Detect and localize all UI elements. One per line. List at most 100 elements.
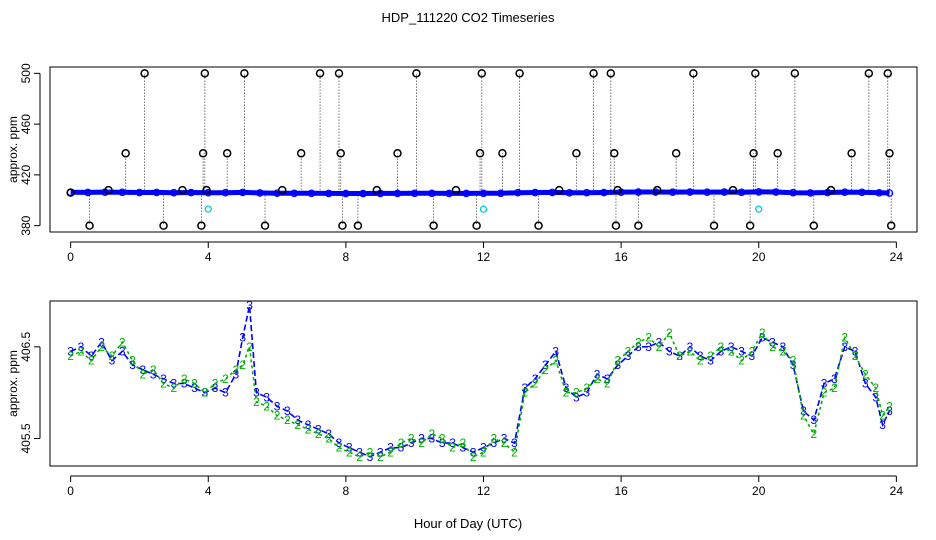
filtered-point (703, 188, 711, 196)
raw-point (475, 149, 485, 158)
series-marker-3: 3 (810, 413, 817, 427)
filtered-point (634, 188, 643, 196)
raw-point (296, 149, 306, 158)
series-marker-2: 2 (429, 427, 436, 441)
series-marker-2: 2 (119, 335, 126, 349)
series-marker-3: 3 (635, 340, 642, 354)
filtered-point (393, 189, 402, 198)
raw-point (689, 69, 698, 78)
x-tick-label: 0 (67, 250, 74, 264)
raw-point (773, 149, 782, 158)
raw-point (200, 69, 210, 78)
filtered-point (152, 188, 161, 197)
series-marker-2: 2 (449, 441, 456, 455)
filtered-point (531, 188, 539, 197)
y-tick-label: 406.5 (19, 331, 33, 361)
series-marker-3: 3 (408, 436, 415, 450)
x-tick-label: 4 (205, 484, 212, 498)
filtered-point (307, 189, 316, 198)
series-marker-2: 2 (666, 326, 673, 340)
raw-point (197, 221, 206, 230)
series-marker-3: 3 (738, 344, 745, 358)
filtered-point (875, 188, 883, 197)
series-marker-2: 2 (728, 344, 735, 358)
x-tick-label: 4 (205, 250, 212, 264)
series-marker-3: 3 (687, 340, 694, 354)
series-marker-2: 2 (676, 349, 683, 363)
raw-point (826, 185, 836, 195)
series-marker-3: 3 (490, 436, 497, 450)
series-marker-2: 2 (439, 432, 446, 446)
raw-point (609, 149, 619, 158)
y-axis-title: approx. ppm (6, 350, 20, 417)
filtered-point (885, 189, 894, 197)
series-marker-3: 3 (129, 358, 136, 372)
raw-point (202, 185, 211, 195)
series-marker-3: 3 (563, 381, 570, 395)
series-marker-2: 2 (88, 354, 95, 368)
series-marker-3: 3 (305, 418, 312, 432)
raw-point (372, 185, 382, 195)
series-marker-3: 3 (872, 390, 879, 404)
series-marker-3: 3 (246, 299, 253, 313)
raw-point (847, 149, 856, 158)
series-marker-2: 2 (707, 349, 714, 363)
raw-point (728, 185, 738, 195)
series-marker-2: 2 (879, 409, 886, 423)
series-marker-3: 3 (284, 404, 291, 418)
filtered-point (462, 189, 471, 198)
filtered-point (84, 188, 92, 197)
series-marker-2: 2 (346, 445, 353, 459)
series-marker-3: 3 (253, 386, 260, 400)
filtered-point (496, 189, 505, 198)
raw-points (66, 69, 896, 230)
raw-point (477, 69, 487, 78)
series-marker-3: 3 (398, 441, 405, 455)
filtered-point (428, 189, 436, 198)
series-marker-2: 2 (831, 381, 838, 395)
filtered-point (789, 188, 797, 197)
series-marker-2: 2 (501, 436, 508, 450)
filtered-point (135, 188, 144, 197)
series-marker-2: 2 (738, 354, 745, 368)
series-marker-2: 2 (284, 413, 291, 427)
filtered-point (238, 188, 247, 197)
series-marker-3: 3 (676, 349, 683, 363)
series-marker-3: 3 (625, 349, 632, 363)
series-marker-2: 2 (232, 363, 239, 377)
series-marker-3: 3 (239, 331, 246, 345)
y-tick-label: 460 (19, 114, 33, 134)
filtered-point (754, 188, 763, 196)
raw-point (611, 221, 621, 230)
top-panel-raw-co2: 0 4 8 12 16 20 24 380 420 460 500 approx. ppm (6, 63, 918, 264)
series-marker-2: 2 (315, 427, 322, 441)
series-marker-2: 2 (511, 445, 518, 459)
raw-point (140, 69, 149, 78)
filtered-point (256, 189, 264, 197)
series-marker-3: 3 (697, 349, 704, 363)
raw-point (198, 149, 208, 158)
series-marker-2: 2 (779, 344, 786, 358)
series-marker-3: 3 (532, 372, 539, 386)
series-marker-3: 3 (449, 436, 456, 450)
raw-point (885, 149, 894, 158)
x-tick-label: 12 (477, 484, 491, 498)
series-marker-3: 3 (98, 335, 105, 349)
series-marker-2: 2 (460, 436, 467, 450)
y-tick-label: 405.5 (19, 423, 33, 453)
y-tick-label: 380 (19, 215, 33, 235)
series-marker-3: 3 (78, 340, 85, 354)
y-axis-title: approx. ppm (6, 116, 20, 183)
series-marker-2: 2 (821, 386, 828, 400)
series-marker-3: 3 (356, 445, 363, 459)
series-marker-2: 2 (800, 409, 807, 423)
filtered-point (840, 188, 849, 196)
series-marker-3: 3 (852, 344, 859, 358)
raw-point (498, 149, 507, 158)
series-marker-2: 2 (191, 377, 198, 391)
x-tick-label: 8 (343, 484, 350, 498)
series-marker-3: 3 (707, 354, 714, 368)
raw-point (790, 69, 800, 78)
series-marker-3: 3 (521, 381, 528, 395)
